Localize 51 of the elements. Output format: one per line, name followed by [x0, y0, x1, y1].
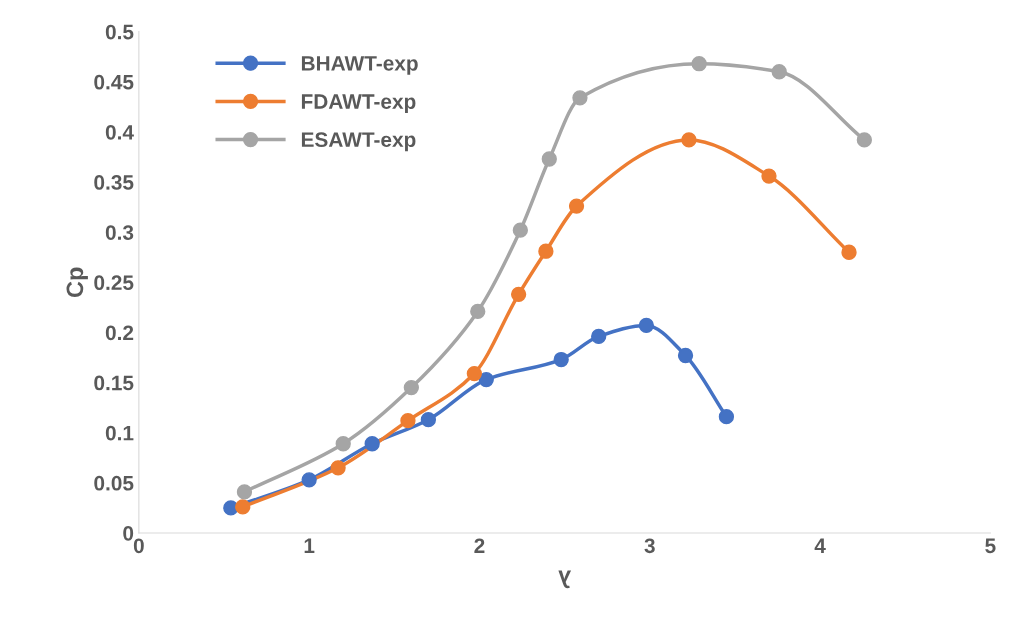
point — [841, 244, 857, 260]
point — [541, 151, 557, 167]
y-tick-label: 0.35 — [94, 175, 134, 190]
y-tick-label: 0.4 — [105, 124, 134, 140]
point — [330, 460, 346, 476]
point — [691, 56, 707, 72]
point — [568, 198, 585, 214]
point — [771, 64, 787, 80]
legend-label: FDAWT-exp — [301, 94, 416, 113]
point — [718, 409, 735, 425]
point — [572, 90, 588, 106]
y-axis-title: Cp — [66, 267, 88, 298]
x-tick-label: 0 — [133, 538, 144, 554]
y-tick-label: 0.45 — [94, 74, 134, 90]
point — [553, 351, 569, 368]
x-axis-title: λ — [558, 570, 572, 589]
point — [470, 303, 486, 320]
y-tick-label: 0.1 — [105, 425, 134, 441]
point — [420, 412, 437, 428]
point — [761, 168, 777, 184]
y-tick-label: 0.05 — [94, 475, 134, 491]
point — [335, 436, 351, 452]
point — [510, 286, 527, 302]
legend-label: ESAWT-exp — [301, 132, 416, 152]
point — [236, 484, 253, 500]
point — [677, 347, 694, 364]
y-tick-label: 0.5 — [105, 24, 134, 40]
x-tick-label: 1 — [304, 538, 315, 553]
point — [364, 436, 380, 452]
y-tick-label: 0.25 — [94, 275, 134, 291]
point — [466, 365, 482, 382]
x-tick-label: 4 — [814, 538, 826, 553]
point — [538, 243, 554, 259]
x-tick-label: 2 — [474, 538, 485, 553]
point — [478, 371, 494, 388]
y-tick-label: 0.2 — [105, 325, 134, 341]
point — [403, 379, 419, 396]
y-tick-label: 0.15 — [94, 375, 134, 391]
x-tick-label: 5 — [985, 538, 996, 554]
point — [856, 132, 872, 148]
x-tick-label: 3 — [644, 538, 655, 554]
legend-label: BHAWT-exp — [301, 56, 418, 75]
point — [681, 132, 697, 148]
point — [512, 222, 528, 238]
point — [638, 317, 654, 334]
point — [235, 499, 251, 515]
point — [591, 328, 607, 345]
point — [301, 472, 317, 488]
y-tick-label: 0.3 — [105, 225, 134, 240]
point — [400, 413, 416, 429]
y-tick-label: 0 — [123, 525, 134, 541]
